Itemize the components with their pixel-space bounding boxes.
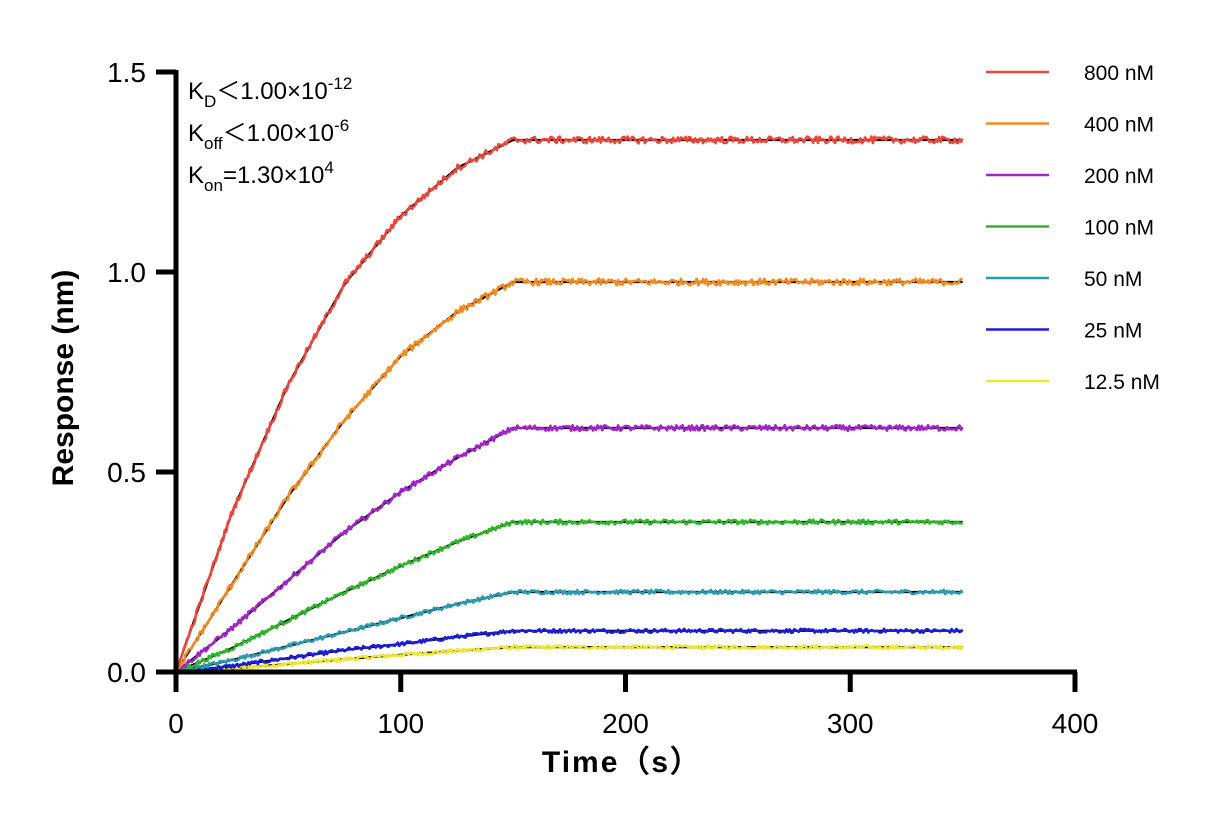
legend-item: 25 nM <box>986 320 1142 343</box>
axes: 0.0 0.5 1.0 1.5 0 100 200 300 400 <box>107 57 1098 739</box>
y-tick-label: 1.5 <box>107 57 146 88</box>
y-tick-label: 1.0 <box>107 257 146 288</box>
fit-line-400-nm <box>175 280 963 673</box>
x-axis-title: Time（s） <box>542 745 702 779</box>
x-ticks: 0 100 200 300 400 <box>168 672 1098 739</box>
series-line-25-nm <box>175 627 964 674</box>
legend-label: 100 nM <box>1084 217 1154 240</box>
legend-item: 400 nM <box>986 114 1154 137</box>
y-axis-title: Response (nm) <box>47 270 80 487</box>
x-tick-label: 0 <box>168 708 184 739</box>
legend-item: 12.5 nM <box>986 371 1160 394</box>
x-tick-label: 400 <box>1052 708 1099 739</box>
kd-annotation: KD＜1.00×10-12 <box>188 74 352 111</box>
legend-item: 200 nM <box>986 165 1154 188</box>
x-tick-label: 100 <box>377 708 424 739</box>
y-tick-label: 0.0 <box>107 657 146 688</box>
y-tick-label: 0.5 <box>107 457 146 488</box>
legend-item: 50 nM <box>986 268 1142 291</box>
x-tick-label: 200 <box>602 708 649 739</box>
legend-label: 800 nM <box>1084 62 1154 85</box>
fit-line-12-5-nm <box>175 646 963 674</box>
y-ticks: 0.0 0.5 1.0 1.5 <box>107 57 176 688</box>
legend-label: 12.5 nM <box>1084 371 1160 394</box>
legend: 800 nM 400 nM 200 nM 100 nM 50 nM 25 nM 12.5 n… <box>986 62 1160 394</box>
series-line-100-nm <box>175 518 964 674</box>
series-line-12-5-nm <box>175 644 964 674</box>
data-curves <box>174 135 964 674</box>
kinetic-annotations: KD＜1.00×10-12 Koff＜1.00×10-6 Kon=1.30×10… <box>188 74 352 195</box>
kon-annotation: Kon=1.30×104 <box>188 158 334 195</box>
koff-annotation: Koff＜1.00×10-6 <box>188 116 349 153</box>
legend-item: 800 nM <box>986 62 1154 85</box>
series-line-200-nm <box>175 423 964 674</box>
legend-item: 100 nM <box>986 217 1154 240</box>
series-line-50-nm <box>175 588 964 674</box>
x-tick-label: 300 <box>827 708 874 739</box>
fit-line-200-nm <box>175 426 963 673</box>
legend-label: 200 nM <box>1084 165 1154 188</box>
fit-line-25-nm <box>175 629 963 674</box>
legend-label: 25 nM <box>1084 320 1142 343</box>
legend-label: 400 nM <box>1084 114 1154 137</box>
legend-label: 50 nM <box>1084 268 1142 291</box>
series-line-400-nm <box>174 277 963 673</box>
fit-line-100-nm <box>175 520 963 674</box>
series-line-800-nm <box>174 135 964 673</box>
